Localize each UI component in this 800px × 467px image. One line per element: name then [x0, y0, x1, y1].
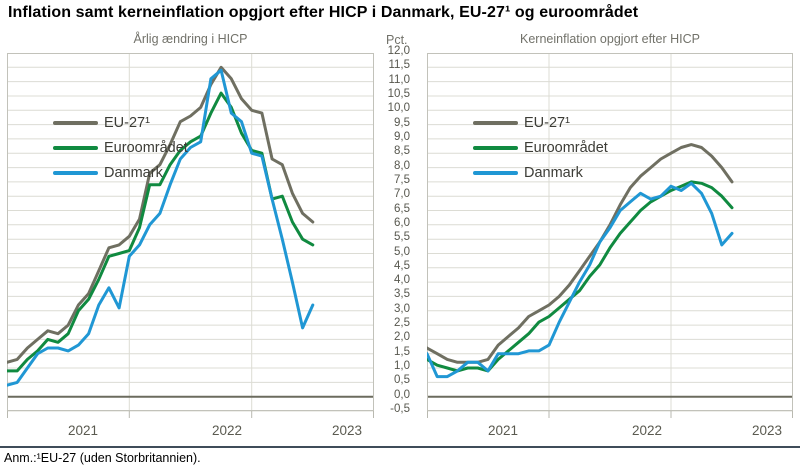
core-inflation-chart-plot	[427, 53, 793, 418]
y-tick-label: 2,5	[394, 317, 410, 330]
legend-item-eu27: EU-27¹	[53, 110, 188, 135]
y-tick-label: 8,5	[394, 145, 410, 158]
x-axis-year-label: 2022	[631, 423, 663, 438]
euro-area-line-swatch-icon	[473, 145, 518, 150]
x-axis-year-label: 2023	[331, 423, 363, 438]
y-tick-label: 9,0	[394, 130, 410, 143]
legend-item-denmark: Danmark	[473, 160, 608, 185]
legend-item-denmark: Danmark	[53, 160, 188, 185]
y-axis-labels: 12,0 11,5 11,0 10,5 10,0 9,5 9,0 8,5 8,0 7,5 7,0 6,…	[374, 0, 410, 467]
y-tick-label: 11,5	[388, 59, 410, 72]
chart-subtitle: Årlig ændring i HICP	[133, 32, 248, 46]
legend: EU-27¹ Euroområdet Danmark	[53, 110, 188, 185]
x-axis-year-label: 2023	[751, 423, 783, 438]
y-tick-label: 1,5	[394, 345, 410, 358]
legend-label: EU-27¹	[104, 114, 150, 131]
footnote: Anm.:¹EU-27 (uden Storbritannien).	[4, 451, 201, 465]
y-tick-label: 10,5	[387, 88, 410, 100]
y-tick-label: -0,5	[390, 403, 410, 415]
x-axis-year-label: 2021	[487, 423, 519, 438]
y-tick-label: 2,0	[394, 331, 410, 344]
y-tick-label: 6,0	[394, 216, 410, 229]
y-tick-label: 6,5	[394, 202, 410, 215]
legend-label: Euroområdet	[524, 139, 608, 156]
y-tick-label: 3,0	[394, 302, 410, 315]
denmark-line-swatch-icon	[473, 170, 518, 175]
legend: EU-27¹ Euroområdet Danmark	[473, 110, 608, 185]
legend-label: Danmark	[104, 164, 163, 181]
y-tick-label: 7,5	[394, 173, 410, 186]
core-inflation-chart: Kerneinflation opgjort efter HICP EU-27¹…	[427, 31, 793, 441]
legend-item-eu27: EU-27¹	[473, 110, 608, 135]
legend-item-euro-area: Euroområdet	[473, 135, 608, 160]
y-tick-label: 5,5	[394, 231, 410, 244]
legend-item-euro-area: Euroområdet	[53, 135, 188, 160]
hicp-annual-change-chart: Årlig ændring i HICP EU-27¹ Euroområdet …	[7, 31, 374, 441]
x-axis-labels: 2021 2022 2023	[7, 423, 374, 439]
y-tick-label: 8,0	[394, 159, 410, 172]
y-tick-label: 12,0	[387, 45, 410, 57]
y-axis-unit-label: Pct.	[386, 33, 408, 47]
legend-label: EU-27¹	[524, 114, 570, 131]
footer-separator-line	[0, 446, 800, 448]
chart-subtitle: Kerneinflation opgjort efter HICP	[520, 32, 700, 46]
y-tick-label: 0,5	[394, 374, 410, 387]
y-tick-label: 11,0	[388, 73, 410, 86]
denmark-line-swatch-icon	[53, 170, 98, 175]
euro-area-line-swatch-icon	[53, 145, 98, 150]
hicp-chart-plot	[7, 53, 374, 418]
y-tick-label: 9,5	[394, 116, 410, 129]
y-tick-label: 0,0	[394, 388, 410, 401]
y-tick-label: 4,5	[394, 259, 410, 272]
y-tick-label: 1,0	[394, 360, 410, 372]
x-axis-year-label: 2022	[211, 423, 243, 438]
y-tick-label: 7,0	[394, 188, 410, 201]
x-axis-year-label: 2021	[67, 423, 99, 438]
y-tick-label: 10,0	[387, 102, 410, 115]
legend-label: Danmark	[524, 164, 583, 181]
eu27-line-swatch-icon	[53, 120, 98, 125]
y-tick-label: 3,5	[394, 288, 410, 301]
y-tick-label: 5,0	[394, 245, 410, 258]
x-axis-labels: 2021 2022 2023	[427, 423, 793, 439]
legend-label: Euroområdet	[104, 139, 188, 156]
y-tick-label: 4,0	[394, 274, 410, 287]
figure-title: Inflation samt kerneinflation opgjort ef…	[8, 4, 639, 21]
eu27-line-swatch-icon	[473, 120, 518, 125]
